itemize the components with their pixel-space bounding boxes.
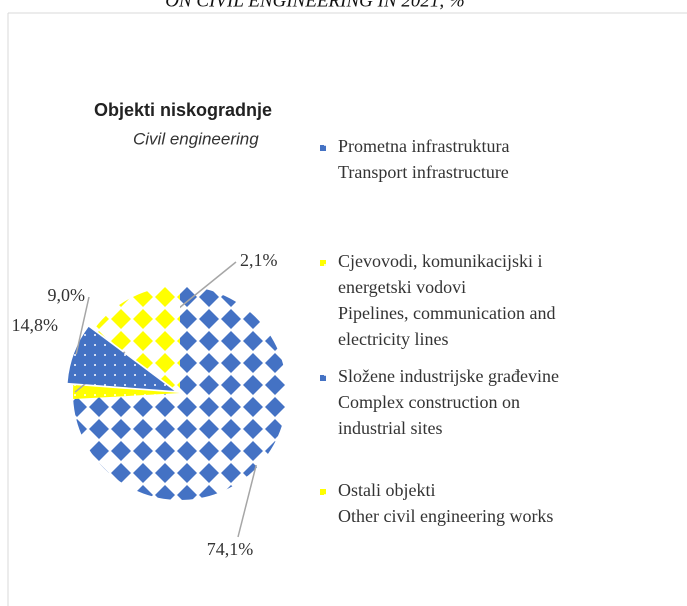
legend-label: industrial sites	[338, 418, 443, 438]
data-label: 14,8%	[12, 315, 59, 335]
legend-label: Transport infrastructure	[338, 162, 509, 182]
chart-title: Objekti niskogradnje	[94, 100, 272, 120]
pie-slice	[94, 286, 180, 393]
leader-line	[75, 296, 90, 355]
data-label: 9,0%	[48, 285, 86, 305]
legend-label: energetski vodovi	[338, 277, 466, 297]
legend-label: electricity lines	[338, 329, 448, 349]
pie-slice	[73, 286, 287, 500]
legend-label: Pipelines, communication and	[338, 303, 555, 323]
heading: ON CIVIL ENGINEERING IN 2021, %	[165, 0, 464, 11]
legend-label: Ostali objekti	[338, 480, 436, 500]
legend-label: Prometna infrastruktura	[338, 136, 509, 156]
legend-label: Cjevovodi, komunikacijski i	[338, 251, 543, 271]
legend-marker	[320, 375, 326, 381]
pie-slice	[73, 384, 180, 400]
legend-label: Složene industrijske građevine	[338, 366, 559, 386]
data-label: 2,1%	[240, 250, 278, 270]
legend-marker	[320, 260, 326, 266]
legend-marker	[320, 145, 326, 151]
data-label: 74,1%	[207, 539, 254, 559]
legend-label: Complex construction on	[338, 392, 520, 412]
legend-marker	[320, 489, 326, 495]
pie-slice	[67, 326, 175, 391]
leader-line	[237, 464, 257, 538]
chart-subtitle: Civil engineering	[133, 129, 259, 148]
legend-label: Other civil engineering works	[338, 506, 553, 526]
